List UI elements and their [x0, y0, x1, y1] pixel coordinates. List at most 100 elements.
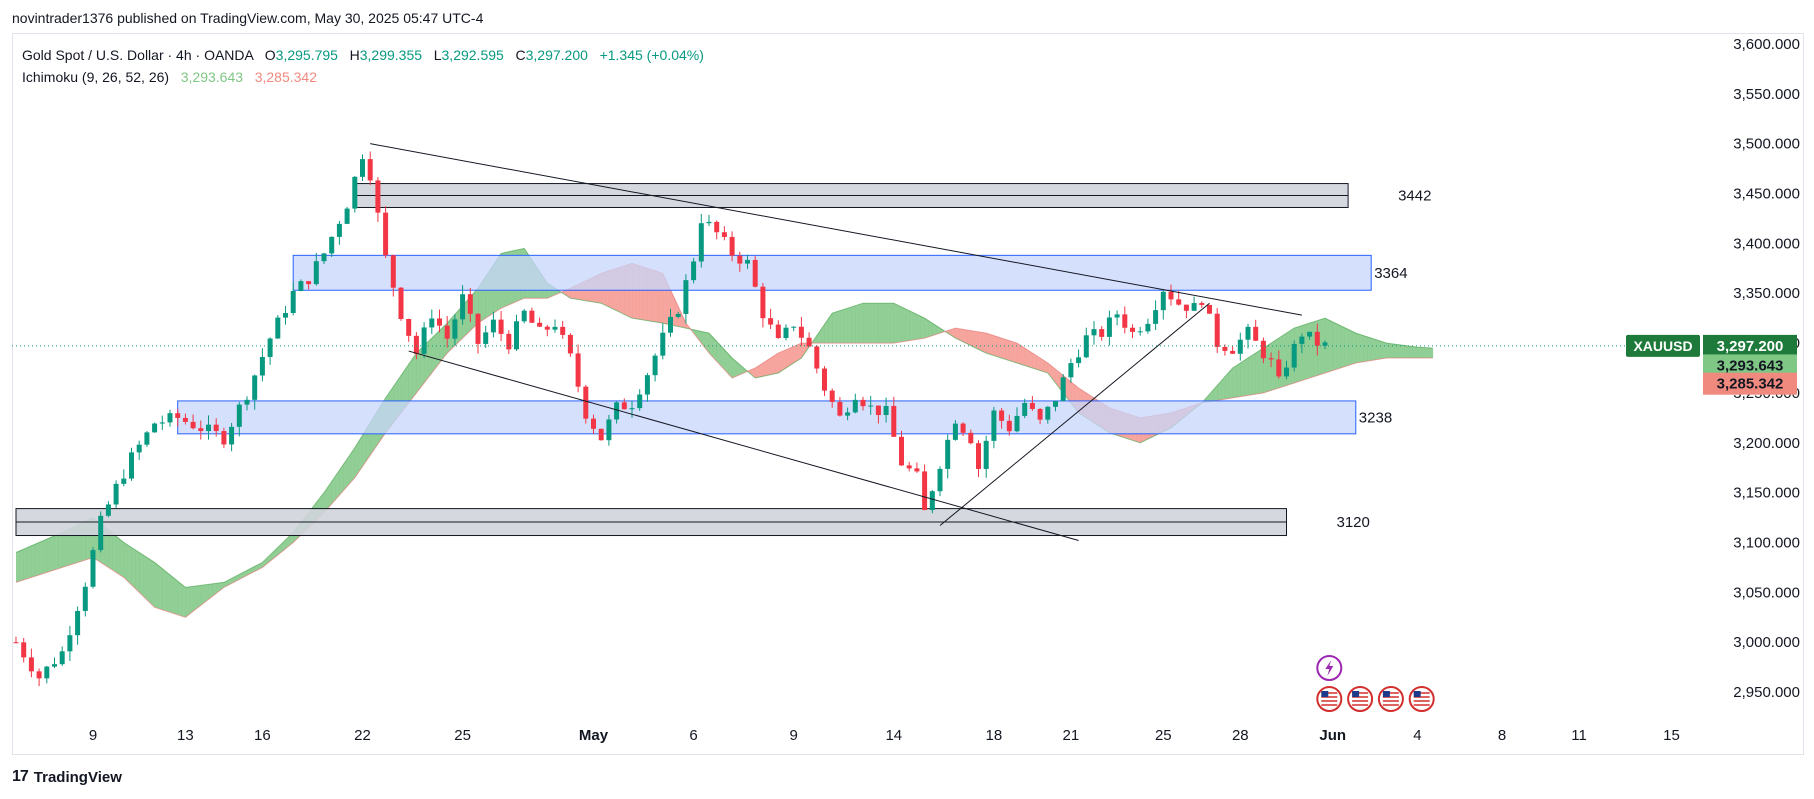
ichimoku-cloud-segment: [1336, 323, 1341, 370]
ichimoku-cloud-segment: [1028, 350, 1033, 369]
ichimoku-cloud-segment: [982, 332, 987, 354]
candle-body: [444, 325, 450, 339]
candle-body: [1106, 317, 1112, 337]
ichimoku-cloud-segment: [951, 328, 956, 339]
candle-body: [383, 212, 389, 256]
ichimoku-cloud-segment: [978, 331, 983, 352]
candle-body: [182, 417, 188, 422]
ichimoku-cloud-segment: [774, 353, 779, 374]
last-price-text: 3,297.200: [1717, 338, 1784, 355]
candle-body: [1291, 343, 1297, 368]
candle-body: [1099, 329, 1105, 337]
y-tick-label: 3,600.000: [1733, 36, 1800, 53]
y-tick-label: 3,450.000: [1733, 186, 1800, 203]
ichimoku-cloud-segment: [932, 323, 937, 336]
ichimoku-cloud-segment: [1043, 360, 1049, 373]
candle-body: [144, 432, 150, 445]
candle-body: [21, 642, 27, 658]
ichimoku-cloud-segment: [1251, 353, 1256, 395]
candle-body: [837, 401, 843, 416]
candle-body: [1130, 327, 1135, 332]
ichimoku-cloud-segment: [963, 329, 968, 344]
candle-body: [621, 402, 627, 410]
ichimoku-cloud-segment: [46, 537, 51, 573]
candle-body: [206, 424, 211, 432]
legend-symbol[interactable]: Gold Spot / U.S. Dollar · 4h · OANDA: [22, 47, 254, 63]
candle-body: [313, 261, 319, 285]
x-tick-label: 15: [1663, 727, 1680, 744]
x-tick-label: Jun: [1319, 727, 1346, 744]
ichimoku-cloud-segment: [154, 562, 159, 609]
ichimoku-cloud-segment: [1020, 345, 1025, 366]
x-tick-label: 13: [177, 727, 194, 744]
candle-body: [1253, 326, 1259, 341]
ichimoku-cloud-segment: [970, 330, 975, 348]
ichimoku-cloud-segment: [220, 582, 225, 591]
ichimoku-cloud-segment: [66, 528, 71, 567]
candle-body: [860, 399, 866, 407]
candle-body: [375, 180, 381, 213]
legend-ichimoku-span-a: 3,293.643: [180, 69, 244, 85]
candle-body: [390, 255, 396, 288]
ichimoku-cloud-segment: [1067, 378, 1072, 403]
ichimoku-cloud-segment: [670, 289, 675, 326]
ichimoku-cloud-segment: [335, 470, 340, 500]
tradingview-footer[interactable]: 17 TradingView: [12, 768, 122, 786]
chart-frame: [12, 33, 1804, 755]
ichimoku-cloud-segment: [1267, 343, 1272, 392]
candle-body: [1014, 415, 1020, 432]
legend-high: 3,299.355: [359, 47, 423, 63]
ichimoku-cloud-segment: [1371, 338, 1376, 361]
ichimoku-cloud-segment: [116, 536, 121, 575]
lightning-bolt-icon: [1325, 660, 1334, 676]
y-tick-label: 3,000.000: [1733, 634, 1800, 651]
ichimoku-cloud-segment: [358, 435, 363, 473]
candle-body: [1060, 377, 1066, 401]
chart-legend: Gold Spot / U.S. Dollar · 4h · OANDA O3,…: [22, 44, 704, 88]
ichimoku-cloud-segment: [1009, 340, 1014, 362]
ichimoku-cloud-segment: [50, 535, 55, 572]
ichimoku-cloud-segment: [947, 329, 952, 336]
ichimoku-cloud-segment: [412, 353, 417, 398]
ichimoku-cloud-segment: [435, 330, 440, 369]
candle-body: [806, 337, 812, 347]
candle-body: [1183, 304, 1189, 311]
ichimoku-cloud-segment: [112, 533, 117, 573]
candle-body: [929, 491, 935, 511]
candle-body: [90, 550, 96, 587]
ichimoku-cloud-segment: [196, 585, 202, 609]
ichimoku-cloud-segment: [786, 348, 791, 369]
ichimoku-cloud-segment: [782, 349, 787, 371]
y-tick-label: 2,950.000: [1733, 684, 1800, 701]
ichimoku-cloud-segment: [143, 554, 148, 600]
candle-body: [775, 324, 781, 339]
legend-ichimoku-label[interactable]: Ichimoku (9, 26, 52, 26): [22, 69, 170, 85]
candle-body: [845, 412, 851, 416]
ichimoku-cloud-segment: [839, 309, 845, 344]
candle-body: [1037, 408, 1043, 420]
ichimoku-cloud-segment: [755, 365, 760, 378]
candle-body: [1245, 326, 1251, 340]
x-tick-label: May: [579, 727, 609, 744]
candle-body: [729, 236, 735, 256]
candle-body: [675, 313, 681, 317]
ichimoku-cloud-segment: [886, 303, 891, 344]
candle-body: [537, 322, 543, 327]
candle-body: [737, 255, 743, 264]
candle-body: [999, 410, 1005, 421]
ichimoku-cloud-segment: [920, 316, 925, 339]
candle-body: [1299, 336, 1305, 344]
candle-body: [252, 375, 258, 400]
candle-body: [344, 208, 350, 224]
candle-body: [1168, 291, 1174, 300]
ichimoku-cloud-segment: [1005, 339, 1010, 361]
candle-body: [59, 651, 65, 665]
candle-body: [1006, 420, 1012, 432]
us-flag-event-icon: [1316, 686, 1343, 712]
candle-body: [98, 515, 104, 551]
candle-body: [614, 402, 620, 420]
ichimoku-cloud-segment: [146, 557, 152, 604]
ichimoku-cloud-segment: [778, 351, 783, 373]
ichimoku-cloud-segment: [62, 530, 67, 568]
